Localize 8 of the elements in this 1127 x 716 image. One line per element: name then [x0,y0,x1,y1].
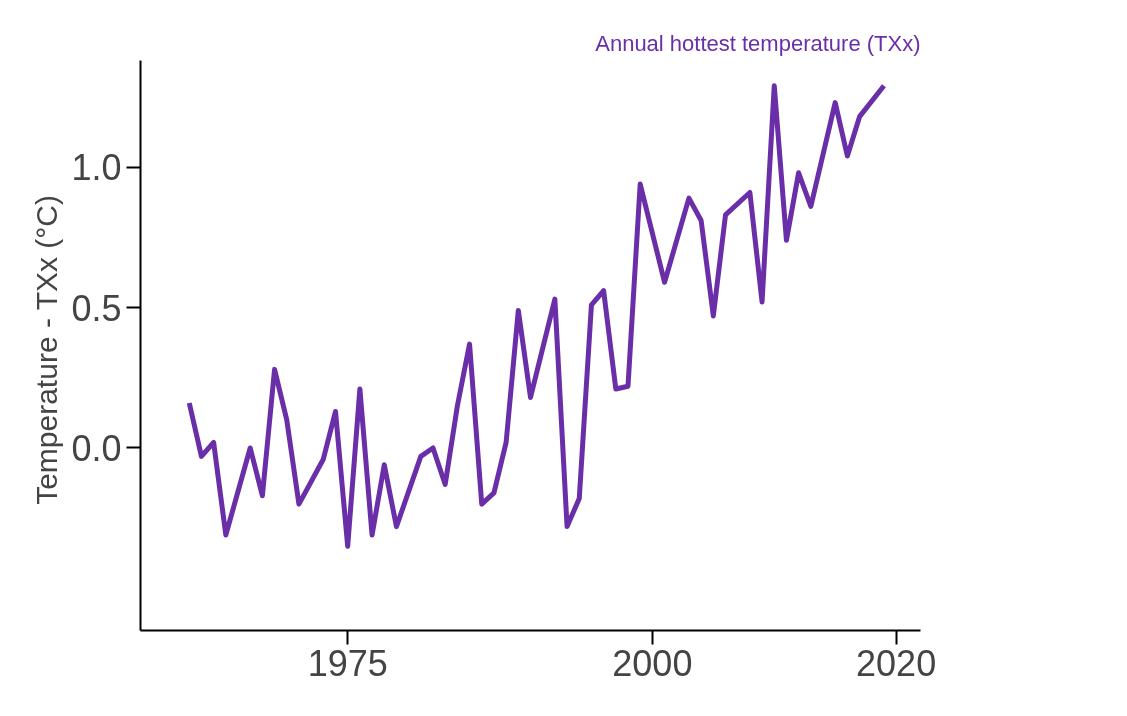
x-tick-label: 2000 [612,642,693,684]
y-tick-label: 0.5 [71,287,122,329]
y-tick-label: 0.0 [71,427,122,469]
y-axis-title: Temperature - TXx (°C) [30,195,64,505]
x-tick-label: 2020 [856,642,937,684]
y-tick-label: 1.0 [71,147,122,189]
x-tick-label: 1975 [307,642,388,684]
chart-title: Annual hottest temperature (TXx) [595,30,921,56]
